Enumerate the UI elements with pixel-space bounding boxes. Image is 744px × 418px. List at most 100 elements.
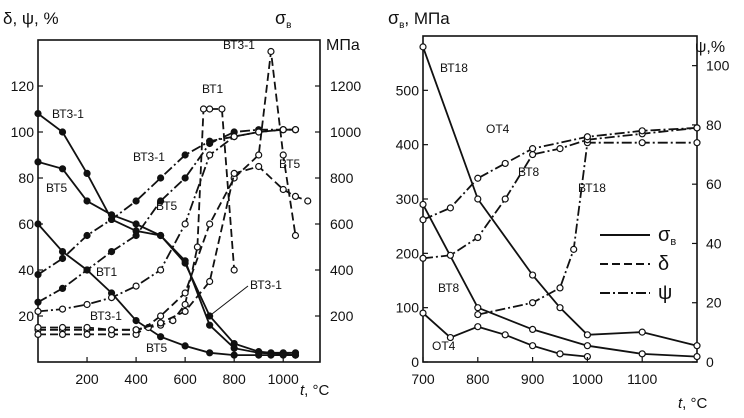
left-series-2-point-12 [291, 351, 300, 359]
right-series-1-point-4 [638, 350, 646, 358]
left-series-7-point-0 [34, 271, 42, 279]
right-series-5-point-0 [419, 216, 427, 224]
annotation-vt5-delta: ВТ5 [279, 157, 301, 171]
left-y-left-tick-label-4: 100 [11, 124, 35, 140]
left-series-0-point-2 [83, 169, 91, 177]
right-plot-frame [422, 35, 698, 363]
left-series-1-point-2 [83, 197, 91, 205]
right-series-1-point-1 [474, 304, 482, 312]
right-x-tick-label-2: 900 [521, 371, 545, 387]
left-series-1-point-1 [58, 165, 67, 173]
right-series-line-5 [422, 127, 698, 221]
left-series-4-point-0 [34, 330, 42, 338]
right-y-right-tick-label-2: 40 [706, 235, 722, 251]
right-series-0-point-4 [583, 331, 592, 339]
annotation-ot4-psi: ОТ4 [486, 122, 510, 136]
left-series-4-point-10 [267, 47, 275, 56]
left-series-5-point-6 [181, 307, 189, 315]
left-series-5-point-12 [304, 197, 312, 205]
left-series-1-point-8 [230, 344, 238, 352]
legend-label-sigma: σв [658, 224, 676, 248]
right-series-line-4 [422, 127, 698, 260]
right-y-left-tick-label-0: 0 [411, 354, 419, 370]
annotation-vt8-sigma: ВТ8 [438, 281, 460, 295]
left-series-8-point-2 [83, 300, 91, 309]
right-y-right-tick-label-4: 80 [706, 117, 722, 133]
annotation-vt3-1-sigma: ВТ3-1 [52, 107, 84, 121]
right-x-tick-label-3: 1000 [572, 371, 603, 387]
right-series-4-point-3 [501, 195, 509, 203]
left-series-2-point-1 [58, 248, 67, 256]
annotation-vt18-psi: ВТ18 [578, 181, 606, 195]
annotation-vt3-1-low: ВТ3-1 [90, 309, 122, 323]
left-series-8-point-11 [291, 126, 300, 134]
annotation-vt3-1-psi: ВТ3-1 [133, 150, 165, 164]
annotation-vt8-psi: ВТ8 [518, 165, 540, 179]
annotation-vt5-low: ВТ5 [146, 341, 168, 355]
left-series-7-point-2 [83, 231, 91, 240]
right-left-axis-title: σв, МПа [388, 8, 450, 31]
right-series-5-point-1 [446, 204, 454, 212]
right-series-3-point-6 [693, 139, 701, 147]
left-y-left-tick-label-2: 60 [18, 216, 34, 232]
left-series-5-point-1 [58, 323, 67, 332]
right-panel: 700 800 900 1000 1100 0 100 200 300 400 500 0 20 40 60… [388, 8, 730, 412]
left-y-right-tick-label-5: 1200 [330, 78, 361, 94]
right-y-left-tick-label-2: 200 [396, 245, 420, 261]
left-series-line-6 [37, 128, 296, 303]
left-series-5-point-4 [132, 326, 140, 334]
right-series-3-point-5 [638, 139, 646, 147]
left-series-4-point-5 [157, 312, 165, 320]
left-plot-frame [37, 39, 321, 363]
left-series-3-point-10 [199, 105, 208, 113]
left-series-7-point-6 [181, 151, 189, 159]
left-panel: 200 400 600 800 1000 20 40 60 80 100 120 200 400 600 8… [3, 8, 361, 399]
left-series-5-point-10 [279, 185, 287, 194]
left-x-tick-label-3: 800 [222, 371, 246, 387]
left-series-7-point-5 [157, 174, 165, 182]
right-series-2-point-1 [446, 333, 454, 342]
right-series-0-point-5 [638, 328, 646, 336]
left-x-axis-title: t, °C [300, 382, 330, 399]
right-series-group [419, 43, 701, 361]
left-series-4-point-11 [279, 151, 287, 159]
right-x-tick-label-1: 800 [466, 371, 490, 387]
right-series-line-1 [422, 203, 698, 358]
left-series-8-point-9 [255, 128, 263, 136]
left-series-4-point-12 [291, 231, 300, 240]
legend-label-delta: δ [658, 253, 669, 275]
right-series-3-point-0 [474, 310, 482, 319]
right-x-axis-title: t, °C [678, 395, 708, 412]
right-series-2-point-0 [419, 309, 427, 317]
left-series-5-point-11 [291, 192, 300, 200]
left-series-2-point-4 [132, 317, 140, 325]
left-series-3-point-8 [181, 300, 189, 309]
left-series-2-point-7 [206, 349, 214, 357]
legend: σв δ ψ [600, 224, 676, 304]
annotation-vt5-sigma: ВТ5 [46, 181, 68, 195]
left-series-8-point-1 [58, 305, 67, 313]
left-series-4-point-2 [83, 330, 91, 338]
right-series-2-point-5 [556, 350, 564, 358]
left-x-tick-label-2: 600 [173, 371, 197, 387]
right-series-3-point-3 [570, 245, 578, 253]
right-series-0-point-6 [693, 342, 701, 350]
annotation-vt18-sigma: ВТ18 [440, 61, 468, 75]
left-y-right-tick-label-3: 800 [330, 170, 354, 186]
left-series-1-point-6 [181, 257, 189, 265]
right-series-3-point-1 [528, 299, 537, 307]
left-series-7-point-4 [132, 197, 140, 205]
right-series-2-point-4 [528, 342, 537, 350]
right-series-3-point-2 [556, 284, 564, 292]
right-series-0-point-1 [474, 195, 482, 203]
left-series-5-point-5 [157, 319, 165, 327]
left-series-0-point-0 [34, 109, 42, 118]
left-series-4-point-9 [255, 151, 263, 159]
left-series-6-point-0 [34, 298, 42, 306]
left-y-right-tick-label-2: 600 [330, 216, 354, 232]
left-y-right-tick-label-0: 200 [330, 308, 354, 324]
right-y-left-tick-label-4: 400 [396, 137, 420, 153]
right-series-5-point-2 [474, 174, 482, 182]
left-series-6-point-4 [132, 231, 140, 240]
right-series-1-point-3 [583, 342, 592, 350]
